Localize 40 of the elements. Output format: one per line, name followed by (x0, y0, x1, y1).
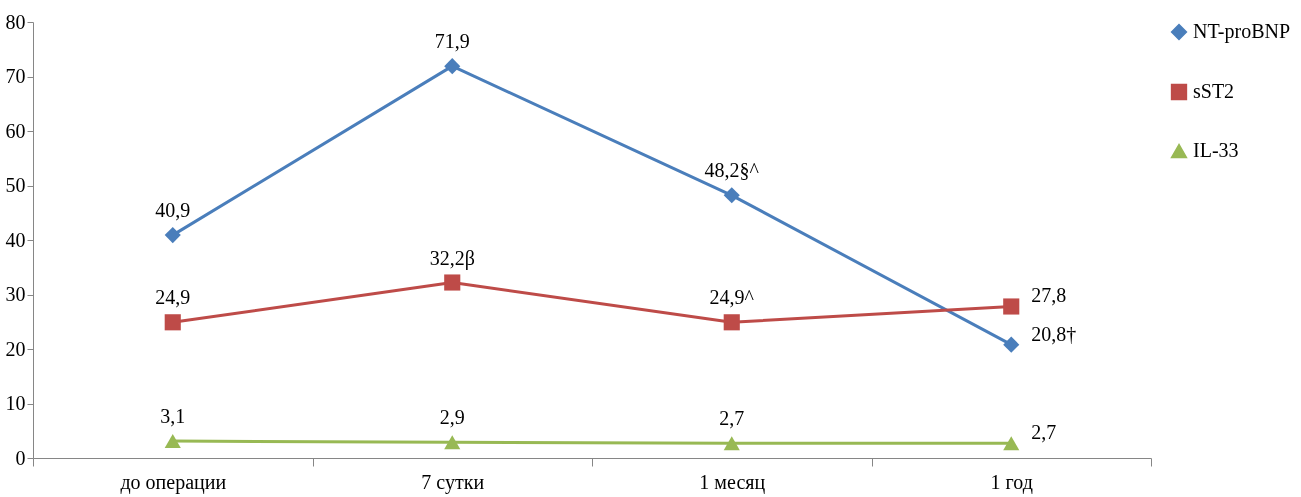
x-tick-label: 1 месяц (699, 470, 766, 494)
data-label: 40,9 (155, 199, 191, 222)
x-tick-label: 7 сутки (421, 470, 485, 494)
point (164, 434, 181, 449)
data-label: 71,9 (434, 30, 470, 53)
y-tick-label: 60 (5, 119, 26, 142)
point (164, 314, 181, 331)
point (723, 314, 740, 331)
point (444, 58, 461, 75)
y-tick-label: 70 (5, 65, 26, 87)
data-label: 2,9 (439, 406, 465, 429)
data-label: 24,9^ (709, 286, 755, 309)
data-label: 2,7 (719, 407, 745, 430)
data-label: 32,2β (429, 246, 475, 270)
data-label: 48,2§^ (704, 159, 760, 182)
y-tick-label: 30 (5, 283, 26, 305)
point (164, 227, 181, 244)
data-label: 3,1 (160, 405, 186, 428)
data-label: 27,8 (1031, 284, 1067, 307)
data-label: 20,8† (1031, 322, 1077, 345)
y-tick-label: 20 (5, 337, 26, 360)
point (444, 274, 461, 291)
legend-label: IL-33 (1193, 139, 1239, 161)
y-tick-label: 40 (5, 228, 26, 251)
x-tick-label: 1 год (990, 470, 1033, 494)
point (444, 435, 461, 450)
y-tick-label: 80 (5, 10, 26, 33)
point (1003, 298, 1020, 315)
data-label: 24,9 (155, 286, 191, 309)
point (1003, 336, 1020, 353)
y-tick-label: 10 (5, 392, 26, 414)
legend-label: sST2 (1193, 80, 1235, 102)
y-tick-label: 50 (5, 174, 26, 196)
point (723, 187, 740, 204)
y-tick-label: 0 (15, 446, 26, 469)
legend-label: NT-proBNP (1193, 20, 1291, 43)
point (1003, 436, 1020, 451)
data-label: 2,7 (1031, 421, 1057, 444)
point (723, 436, 740, 451)
x-tick-label: до операции (120, 470, 227, 494)
